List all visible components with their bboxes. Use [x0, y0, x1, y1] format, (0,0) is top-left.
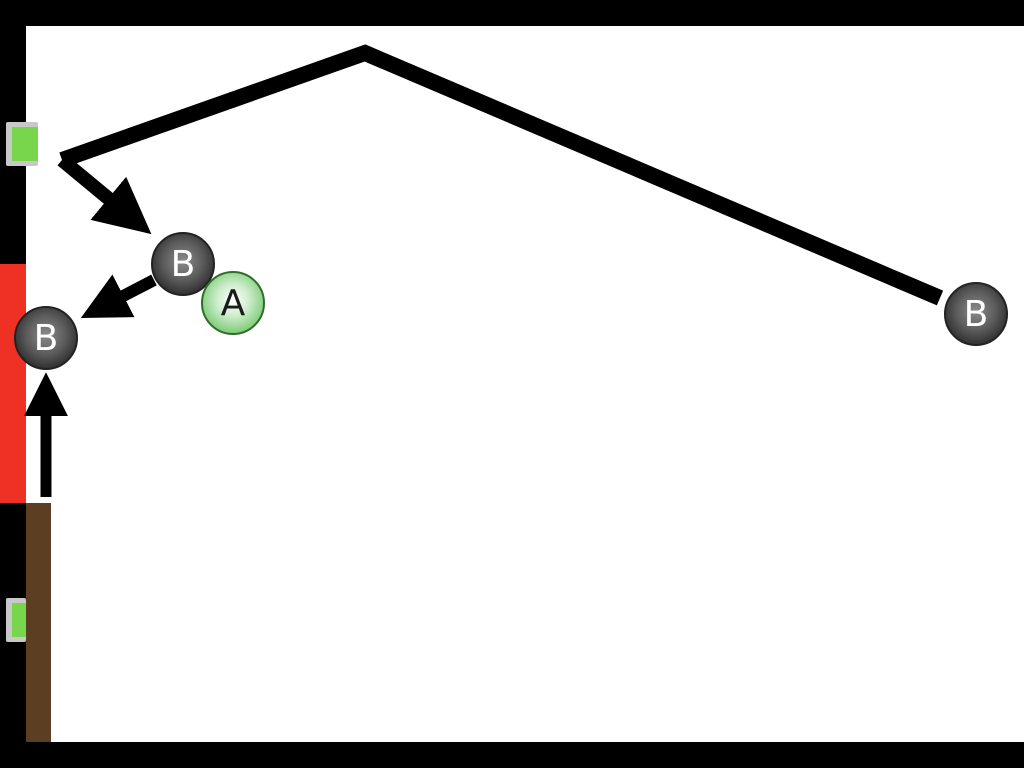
switch-bottom-indicator	[12, 603, 26, 637]
brown-wall	[26, 503, 51, 742]
switch-top-indicator	[12, 127, 38, 161]
switch-top[interactable]	[6, 122, 38, 166]
trajectory-arrow-to-b1	[57, 154, 152, 235]
ball-b-1[interactable]: B	[151, 232, 215, 296]
ball-label: B	[963, 293, 989, 335]
red-wall	[0, 264, 26, 503]
ball-a[interactable]: A	[201, 271, 265, 335]
ball-b-2[interactable]: B	[14, 306, 78, 370]
playfield[interactable]	[26, 26, 1024, 742]
ball-label: B	[33, 317, 59, 359]
switch-bottom[interactable]	[6, 598, 26, 642]
ball-label: B	[170, 243, 196, 285]
ball-label: A	[220, 282, 246, 324]
ball-b-3[interactable]: B	[944, 282, 1008, 346]
long-trajectory-line	[59, 44, 944, 306]
trajectory-arrow-to-b2	[80, 274, 157, 318]
